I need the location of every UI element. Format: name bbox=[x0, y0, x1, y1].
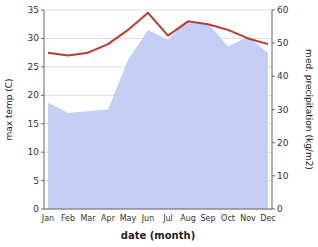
y-tick bbox=[41, 209, 44, 210]
precip-area bbox=[48, 20, 268, 209]
y-tick bbox=[41, 38, 44, 39]
y-tick bbox=[41, 66, 44, 67]
x-tick-label: Jan bbox=[41, 214, 54, 223]
y2-tick bbox=[272, 43, 275, 44]
x-tick-label: Mar bbox=[80, 214, 96, 223]
x-tick-label: Jun bbox=[141, 214, 155, 223]
y2-axis-title: med. precipitation (kg/m2) bbox=[304, 49, 314, 170]
y-tick bbox=[41, 152, 44, 153]
y2-tick-label: 40 bbox=[277, 71, 289, 81]
y2-tick-label: 10 bbox=[277, 171, 289, 181]
y-tick-label: 30 bbox=[28, 33, 40, 43]
y2-tick bbox=[272, 76, 275, 77]
x-tick-label: Aug bbox=[180, 214, 196, 223]
y2-tick-label: 30 bbox=[277, 105, 289, 115]
y-tick-label: 0 bbox=[33, 204, 39, 214]
x-tick-label: Nov bbox=[240, 214, 256, 223]
y2-tick bbox=[272, 10, 275, 11]
y-axis-title: max temp (C) bbox=[4, 78, 14, 140]
x-tick-label: Jul bbox=[162, 214, 173, 223]
y-axis-line bbox=[44, 10, 45, 209]
y2-tick bbox=[272, 209, 275, 210]
grid-line bbox=[44, 209, 272, 210]
x-tick-label: Feb bbox=[61, 214, 75, 223]
y2-tick-label: 20 bbox=[277, 138, 289, 148]
y-tick-label: 20 bbox=[28, 90, 40, 100]
y2-tick-label: 0 bbox=[277, 204, 283, 214]
y-tick bbox=[41, 95, 44, 96]
y2-tick bbox=[272, 142, 275, 143]
x-axis-title: date (month) bbox=[121, 230, 195, 241]
x-tick-label: Oct bbox=[221, 214, 235, 223]
x-axis-line bbox=[44, 209, 272, 210]
x-tick-label: Dec bbox=[260, 214, 275, 223]
y2-tick bbox=[272, 109, 275, 110]
x-tick-label: Sep bbox=[200, 214, 215, 223]
y-tick-label: 10 bbox=[28, 147, 40, 157]
axes: 0 5 10 15 20 25 30 35 0 10 20 30 40 50 60 Jan Feb Mar Apr M… bbox=[28, 5, 289, 223]
y2-tick-label: 60 bbox=[277, 5, 289, 15]
y-tick bbox=[41, 123, 44, 124]
y-tick bbox=[41, 10, 44, 11]
y-tick-label: 15 bbox=[28, 119, 39, 129]
grid bbox=[44, 10, 272, 209]
chart: 0 5 10 15 20 25 30 35 0 10 20 30 40 50 60 Jan Feb Mar Apr M… bbox=[0, 0, 318, 247]
y-tick-label: 35 bbox=[28, 5, 39, 15]
y2-tick bbox=[272, 175, 275, 176]
y-tick-label: 25 bbox=[28, 62, 39, 72]
series-group bbox=[48, 13, 268, 209]
y-tick-label: 5 bbox=[33, 176, 39, 186]
temp-line bbox=[48, 13, 268, 56]
x-tick-label: May bbox=[120, 214, 137, 223]
y2-tick-label: 50 bbox=[277, 38, 289, 48]
x-tick-label: Apr bbox=[101, 214, 116, 223]
grid-line bbox=[44, 10, 272, 11]
y-tick bbox=[41, 180, 44, 181]
